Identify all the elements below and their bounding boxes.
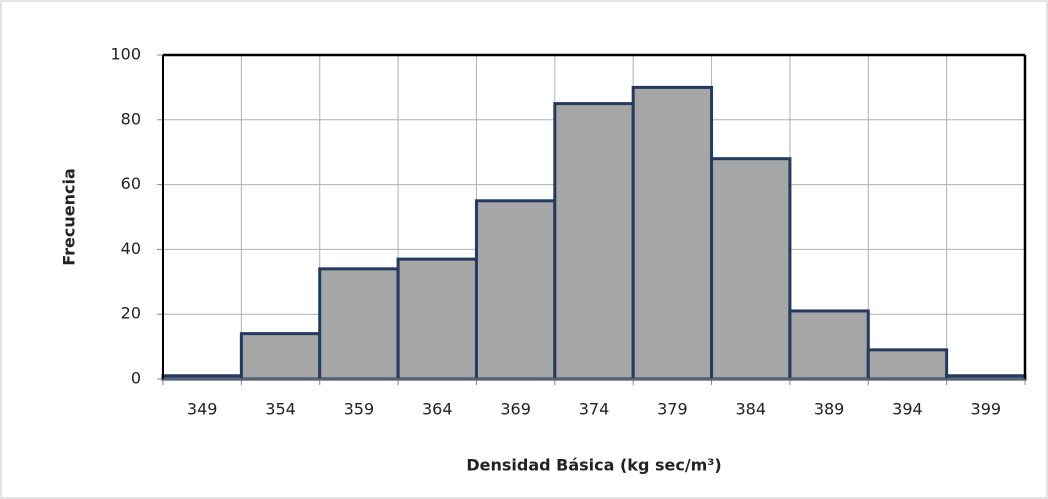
x-tick-label: 394 [892, 400, 923, 419]
bar [239, 332, 322, 381]
x-tick-label: 399 [971, 400, 1002, 419]
y-tick-label: 20 [121, 304, 141, 323]
x-axis-title: Densidad Básica (kg sec/m³) [466, 456, 721, 475]
bar [553, 102, 635, 381]
y-tick-label: 0 [131, 369, 141, 388]
x-tick-label: 354 [265, 400, 296, 419]
y-tick-label: 60 [121, 174, 141, 193]
x-tick-label: 389 [814, 400, 845, 419]
bar [788, 309, 870, 381]
x-tick-label: 359 [344, 400, 375, 419]
x-tick-label: 364 [422, 400, 453, 419]
x-tick-label: 369 [500, 400, 531, 419]
x-tick-label: 374 [579, 400, 610, 419]
x-tick-label: 384 [735, 400, 766, 419]
y-axis-title: Frecuencia [60, 168, 79, 266]
bar [710, 157, 792, 381]
x-tick-label: 379 [657, 400, 688, 419]
bar [474, 199, 557, 381]
y-tick-label: 100 [110, 45, 141, 64]
bar [866, 348, 949, 381]
y-tick-label: 40 [121, 239, 141, 258]
bar [631, 85, 714, 381]
y-tick-label: 80 [121, 109, 141, 128]
x-tick-label: 349 [187, 400, 218, 419]
bar [396, 257, 478, 381]
bar [318, 267, 400, 381]
